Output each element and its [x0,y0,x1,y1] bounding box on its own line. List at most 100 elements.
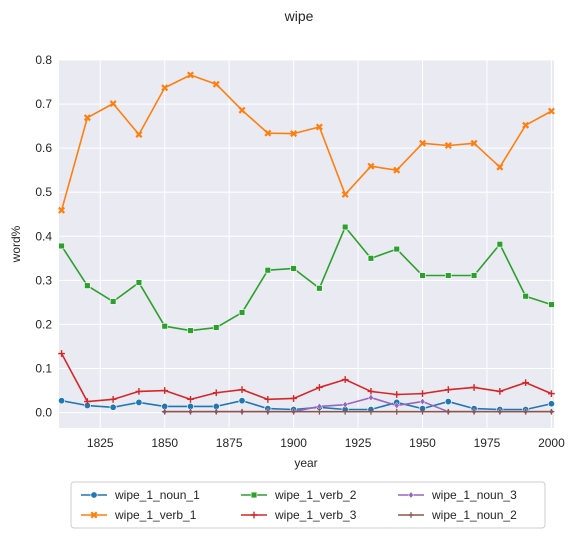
data-point [393,166,401,174]
series-wipe_1_verb_1 [58,71,555,214]
data-point [496,408,503,415]
data-point [342,408,349,415]
data-point [187,395,194,403]
data-point [341,376,349,383]
x-tick-label: 1825 [87,436,114,450]
data-point [316,408,323,415]
data-point [290,130,298,138]
legend-label: wipe_1_verb_1 [114,508,197,522]
data-point [316,384,323,391]
data-point [290,265,297,272]
series-line [60,226,552,332]
legend-item: wipe_1_verb_2 [241,488,357,502]
data-point [238,309,246,316]
data-point [368,393,374,402]
y-tick-label: 0.2 [35,317,52,331]
legend-item: wipe_1_verb_3 [241,508,357,522]
y-tick-label: 0.8 [35,53,52,67]
data-point [290,395,297,402]
y-tick-label: 0.6 [35,141,52,155]
data-point [213,324,220,331]
data-point [109,395,117,403]
y-axis-label: word% [9,225,23,263]
data-point [393,245,400,253]
y-tick-label: 0.3 [35,273,52,287]
data-point [419,390,426,397]
series-line [60,353,552,403]
data-point [264,408,271,415]
data-point [408,491,414,499]
legend-label: wipe_1_noun_1 [114,488,200,502]
data-point [161,323,168,330]
legend-item: wipe_1_noun_3 [398,488,517,502]
x-tick-label: 1850 [151,436,178,450]
data-point [58,206,66,214]
y-tick-label: 0.1 [35,362,52,376]
data-point [419,397,426,406]
data-point [470,272,478,279]
legend-label: wipe_1_verb_2 [274,488,357,502]
x-tick-label: 1975 [474,436,501,450]
x-tick-label: 1900 [280,436,307,450]
data-point [83,398,91,405]
legend-item: wipe_1_verb_1 [81,508,197,522]
data-point [419,408,426,415]
data-point [109,403,117,411]
data-point [161,84,169,92]
data-point [367,255,375,262]
data-point [90,511,98,519]
data-point [496,241,504,248]
data-point [393,408,400,415]
data-point [58,350,65,357]
legend-label: wipe_1_noun_2 [431,508,517,522]
series-wipe_1_verb_3 [58,350,555,405]
data-point [239,408,245,415]
data-point [135,388,143,395]
legend: wipe_1_noun_1wipe_1_verb_1wipe_1_verb_2w… [70,481,546,529]
x-tick-labels: 1825 1850 1875 1900 1925 1950 1975 2000 [87,436,565,450]
x-tick-label: 1875 [216,436,243,450]
legend-item: wipe_1_noun_2 [398,508,517,522]
chart-title: wipe [284,8,314,24]
data-point [470,139,478,147]
data-point [264,129,272,137]
data-point [444,142,452,149]
data-point [393,401,400,410]
data-point [393,391,401,398]
data-point [522,293,529,300]
data-point [212,80,220,88]
legend-label: wipe_1_verb_3 [274,508,357,522]
x-tick-label: 2000 [538,436,565,450]
y-tick-label: 0.7 [35,97,52,111]
data-point [445,408,452,415]
data-point [445,272,452,279]
plot-background [59,60,554,428]
data-point [161,387,169,394]
y-tick-label: 0.5 [35,185,52,199]
legend-label: wipe_1_noun_3 [431,488,517,502]
y-tick-labels: 0.0 0.1 0.2 0.3 0.4 0.5 0.6 0.7 0.8 [35,53,52,420]
data-point [368,408,374,415]
data-point [135,398,143,406]
data-point [367,388,375,395]
data-point [84,282,91,289]
data-point [419,139,427,147]
data-point [83,114,91,122]
x-tick-label: 1950 [409,436,436,450]
data-point [342,401,349,409]
series-wipe_1_verb_2 [58,223,555,334]
data-point [161,408,168,415]
x-tick-label: 1925 [345,436,372,450]
data-point [264,395,272,403]
legend-item: wipe_1_noun_1 [81,488,200,502]
data-point [58,397,66,405]
data-point [496,163,504,171]
data-point [547,107,555,115]
data-point [187,327,194,334]
series-line [60,74,552,211]
series-wipe_1_noun_2 [161,408,555,415]
series-layer [58,71,555,416]
data-point [109,298,117,305]
data-point [135,130,143,138]
